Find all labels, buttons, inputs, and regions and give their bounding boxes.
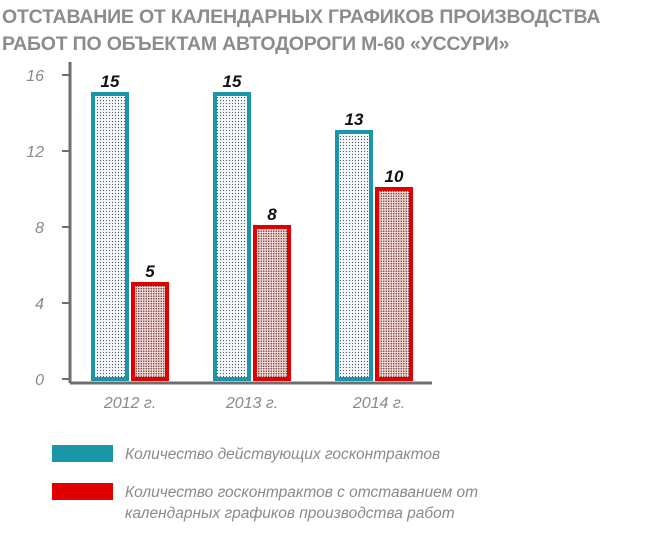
y-tick-label: 8	[35, 220, 44, 237]
data-label: 8	[267, 205, 277, 224]
y-tick-label: 12	[26, 144, 44, 161]
legend-item-delayed-contracts: Количество госконтрактов с отставанием о…	[52, 482, 505, 524]
legend-label: Количество действующих госконтрактов	[125, 446, 441, 463]
bar-active	[335, 130, 373, 381]
bar-delayed	[253, 225, 291, 381]
legend-swatch-teal	[52, 445, 113, 462]
bar-delayed	[375, 187, 413, 381]
x-tick-label: 2012 г.	[103, 395, 156, 412]
title-line-1: ОТСТАВАНИЕ ОТ КАЛЕНДАРНЫХ ГРАФИКОВ ПРОИЗ…	[2, 6, 601, 28]
legend-swatch-red	[52, 483, 113, 500]
x-tick-label: 2013 г.	[225, 395, 278, 412]
data-label: 10	[385, 167, 404, 186]
x-tick-label: 2014 г.	[352, 395, 405, 412]
y-tick-label: 4	[35, 296, 44, 313]
bar-chart: 0 4 8 12 16 15 5 2012 г. 15 8 2013 г. 13 10 2014 г.	[26, 62, 432, 412]
legend-label: Количество госконтрактов с отставанием о…	[125, 484, 479, 522]
bar-delayed	[131, 282, 169, 381]
bar-active	[91, 92, 129, 381]
data-label: 15	[223, 72, 242, 91]
data-label: 5	[145, 262, 155, 281]
bar-active	[213, 92, 251, 381]
data-label: 15	[101, 72, 120, 91]
title-line-2: РАБОТ ПО ОБЪЕКТАМ АВТОДОРОГИ М-60 «УССУР…	[2, 33, 510, 55]
chart-title: ОТСТАВАНИЕ ОТ КАЛЕНДАРНЫХ ГРАФИКОВ ПРОИЗ…	[2, 4, 600, 58]
data-label: 13	[345, 110, 364, 129]
y-tick-label: 16	[26, 68, 44, 85]
y-tick-label: 0	[35, 372, 44, 389]
legend-item-active-contracts: Количество действующих госконтрактов	[52, 444, 515, 465]
